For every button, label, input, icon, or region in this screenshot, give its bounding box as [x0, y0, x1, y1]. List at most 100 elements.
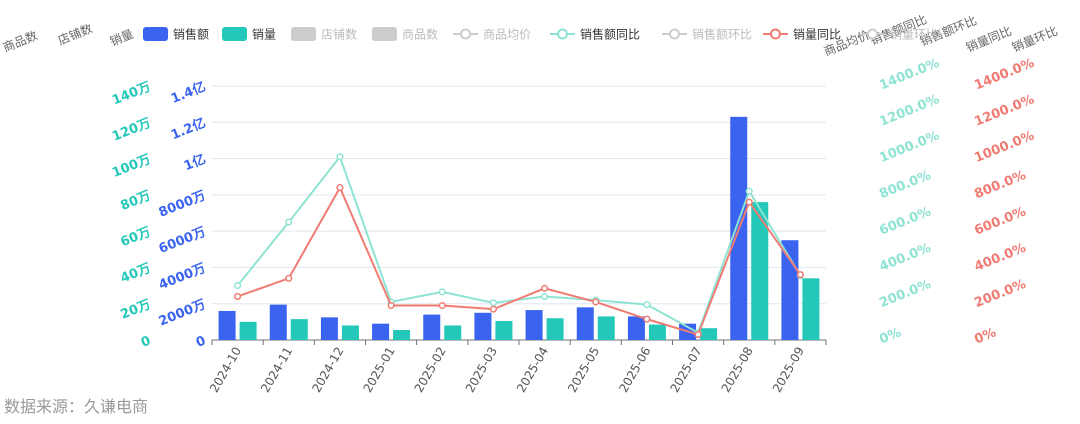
legend-swatch-dot: [460, 28, 471, 40]
y-tick-label-volume: 140万: [110, 80, 153, 109]
bar-volume[interactable]: [648, 324, 666, 340]
y-tick-label-sales: 1亿: [182, 151, 208, 174]
line-point[interactable]: [745, 198, 753, 206]
bar-volume[interactable]: [239, 321, 257, 340]
line-point[interactable]: [336, 153, 344, 161]
y-tick-label-sales: 1.2亿: [169, 115, 208, 143]
bar-volume[interactable]: [597, 316, 615, 340]
y-tick-label-sales: 4000万: [157, 261, 208, 293]
line-point[interactable]: [234, 282, 242, 290]
line-point[interactable]: [438, 301, 446, 310]
y-tick-label-volumeYoy: 0%: [972, 325, 998, 347]
y-tick-label-sales: 2000万: [157, 297, 208, 329]
y-tick-label-volume: 0: [139, 334, 153, 351]
bar-sales[interactable]: [576, 307, 594, 340]
legend-swatch-dot: [557, 28, 568, 40]
legend-item[interactable]: 销量环比: [860, 28, 938, 42]
legend-label: 店铺数: [321, 27, 357, 42]
y-tick-label-volumeYoy: 800.0%: [972, 168, 1028, 202]
axis-name: 商品数: [1, 27, 40, 54]
bar-sales[interactable]: [372, 323, 390, 340]
bar-sales[interactable]: [269, 304, 287, 340]
bar-sales[interactable]: [423, 314, 441, 340]
bar-volume[interactable]: [393, 330, 411, 340]
y-tick-label-sales: 1.4亿: [169, 79, 208, 107]
x-tick-label: 2024-11: [258, 345, 295, 395]
bar-sales[interactable]: [627, 316, 645, 340]
legend-item[interactable]: 销售额同比: [550, 27, 640, 42]
bar-volume[interactable]: [802, 278, 820, 340]
bar-sales[interactable]: [218, 310, 236, 340]
line-point[interactable]: [285, 218, 293, 226]
line-point[interactable]: [643, 301, 651, 309]
axis-name: 销量: [108, 27, 136, 49]
x-tick-label: 2025-07: [667, 345, 704, 395]
y-tick-label-salesYoy: 600.0%: [877, 204, 933, 238]
legend-item[interactable]: 店铺数: [291, 27, 357, 42]
legend-label: 商品均价: [483, 27, 531, 42]
bar-sales[interactable]: [474, 312, 492, 340]
y-tick-label-volumeYoy: 200.0%: [972, 277, 1028, 311]
bar-volume[interactable]: [495, 320, 513, 340]
legend-label: 销量: [252, 28, 276, 42]
x-tick-label: 2025-09: [770, 345, 807, 395]
line-point[interactable]: [541, 284, 549, 292]
bar-volume[interactable]: [290, 319, 308, 340]
legend-item[interactable]: 商品均价: [453, 27, 531, 42]
y-tick-label-sales: 8000万: [157, 188, 208, 220]
y-tick-label-volumeYoy: 600.0%: [972, 204, 1028, 238]
line-point[interactable]: [643, 315, 651, 323]
legend: 销售额 销量 店铺数 商品数 商品均价 销售额同比 销售额环比 销量同比 销量环比: [143, 27, 938, 42]
line-point[interactable]: [285, 274, 293, 282]
y-tick-label-volume: 60万: [119, 225, 153, 251]
legend-item[interactable]: 销量同比: [763, 28, 841, 42]
bar-volume[interactable]: [341, 325, 359, 340]
legend-swatch: [291, 27, 316, 41]
legend-item[interactable]: 销售额: [143, 27, 209, 42]
x-tick-label: 2025-02: [412, 345, 449, 395]
line-point[interactable]: [387, 301, 395, 310]
legend-item[interactable]: 销量: [222, 27, 276, 42]
legend-label: 销售额同比: [580, 27, 640, 42]
x-tick-label: 2025-06: [616, 345, 653, 395]
legend-item[interactable]: 商品数: [372, 27, 438, 42]
legend-label: 商品数: [402, 27, 438, 42]
bar-sales[interactable]: [525, 310, 543, 340]
bar-series: [218, 116, 820, 340]
x-tick-label: 2024-10: [207, 345, 244, 395]
line-point[interactable]: [796, 271, 804, 279]
line-point[interactable]: [694, 331, 702, 339]
y-tick-label-volume: 40万: [119, 261, 153, 287]
line-point[interactable]: [438, 288, 446, 296]
line-point[interactable]: [489, 299, 497, 307]
bar-volume[interactable]: [546, 318, 564, 340]
y-tick-label-volume: 80万: [119, 188, 153, 214]
legend-swatch-dot: [770, 28, 781, 40]
legend-label: 销售额: [173, 27, 209, 42]
bar-volume[interactable]: [751, 202, 769, 340]
line-point[interactable]: [592, 298, 600, 306]
bar-volume[interactable]: [700, 328, 718, 340]
x-tick-label: 2025-05: [565, 345, 602, 395]
line-sales-yoy: [236, 154, 802, 335]
bar-sales[interactable]: [781, 240, 799, 340]
y-tick-label-volumeYoy: 400.0%: [972, 241, 1028, 275]
line-point[interactable]: [489, 305, 497, 313]
watermark-text: 数据来源：久谦电商: [4, 397, 148, 416]
legend-swatch-dot: [669, 28, 680, 40]
line-point[interactable]: [745, 187, 753, 195]
legend-swatch: [222, 27, 247, 41]
bar-volume[interactable]: [444, 325, 462, 340]
line-series: [234, 153, 804, 339]
bar-sales[interactable]: [320, 317, 338, 340]
line-point[interactable]: [234, 292, 242, 301]
legend-swatch-dot: [867, 28, 878, 40]
y-tick-label-salesYoy: 1000.0%: [877, 128, 941, 166]
y-tick-label-volume: 20万: [119, 297, 153, 323]
line-point[interactable]: [336, 184, 344, 192]
line-point[interactable]: [541, 292, 549, 301]
line-volume-yoy: [237, 185, 802, 336]
legend-item[interactable]: 销售额环比: [662, 27, 752, 42]
y-tick-label-salesYoy: 1200.0%: [877, 92, 941, 130]
